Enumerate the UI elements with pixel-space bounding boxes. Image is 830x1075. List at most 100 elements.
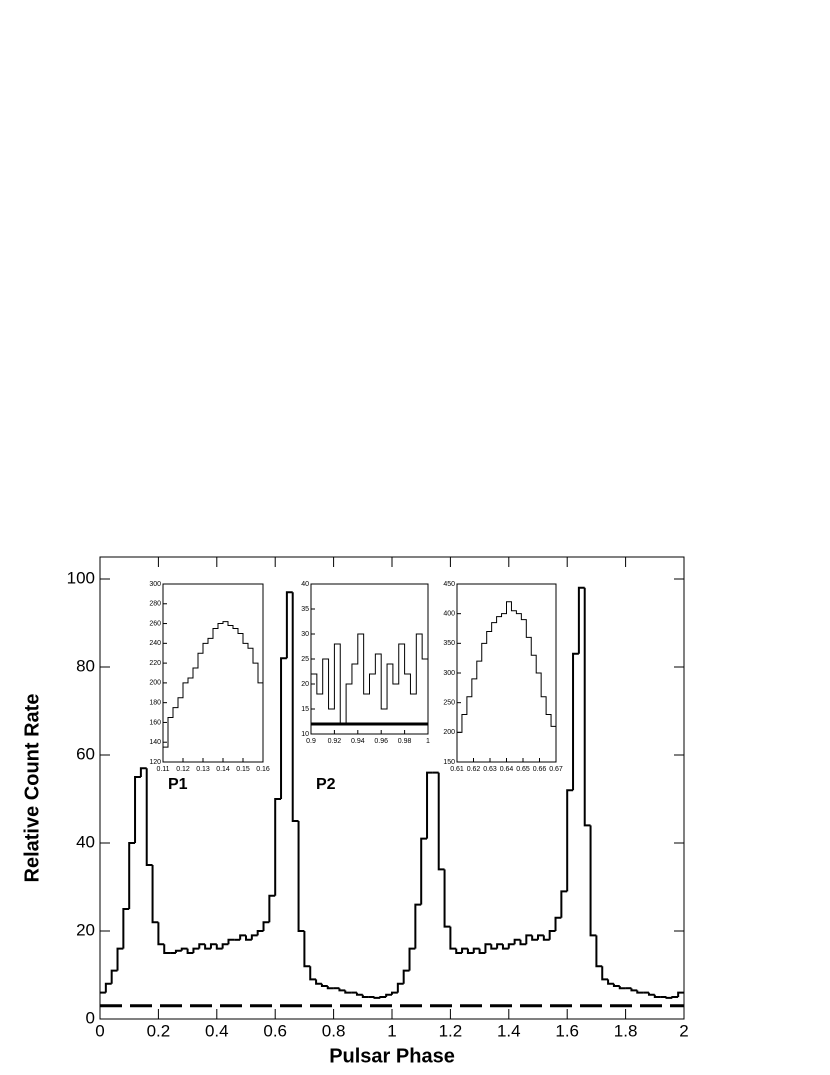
histogram-bin xyxy=(174,949,182,953)
histogram-bin xyxy=(472,947,480,953)
y-tick-label: 160 xyxy=(149,719,161,726)
histogram-bin xyxy=(636,990,644,994)
histogram-bin xyxy=(577,586,585,654)
histogram-bin xyxy=(531,935,538,941)
histogram-bin xyxy=(496,943,503,949)
x-tick-label: 0.64 xyxy=(500,766,514,773)
x-tick-label: 0.92 xyxy=(328,738,342,745)
histogram-bin xyxy=(186,948,194,954)
histogram-bin xyxy=(151,865,159,924)
histogram-bin xyxy=(303,931,311,968)
histogram-bin xyxy=(139,767,147,777)
y-tick-label: 100 xyxy=(67,568,95,587)
y-tick-label: 140 xyxy=(149,739,161,746)
histogram-bin xyxy=(414,903,422,949)
histogram-bin xyxy=(245,935,252,941)
x-tick-label: 1.2 xyxy=(439,1021,463,1040)
histogram-bin xyxy=(618,986,626,990)
y-tick-label: 60 xyxy=(76,744,95,763)
histogram-bin xyxy=(542,935,550,941)
y-tick-label: 240 xyxy=(149,640,161,647)
histogram-bin xyxy=(379,996,387,998)
y-tick-label: 40 xyxy=(301,581,309,588)
histogram-bin xyxy=(385,993,392,997)
histogram-bin xyxy=(361,994,369,998)
histogram-bin xyxy=(320,983,328,987)
histogram-bin xyxy=(145,768,153,866)
histogram-bin xyxy=(326,986,334,990)
histogram-bin xyxy=(391,991,398,995)
histogram-bin xyxy=(280,657,287,799)
y-tick-label: 120 xyxy=(149,759,161,766)
histogram-bin xyxy=(268,894,276,923)
x-tick-label: 0.4 xyxy=(205,1021,229,1040)
histogram-bin xyxy=(338,988,346,992)
y-tick-label: 350 xyxy=(443,640,455,647)
histogram-bin xyxy=(408,947,416,971)
histogram-bin xyxy=(110,969,118,984)
y-tick-label: 260 xyxy=(149,620,161,627)
histogram-bin xyxy=(653,994,661,998)
histogram-bin xyxy=(250,934,258,940)
y-tick-label: 300 xyxy=(443,670,455,677)
histogram-bin xyxy=(420,837,428,905)
histogram-bin xyxy=(449,926,457,950)
y-tick-label: 280 xyxy=(149,601,161,608)
x-tick-label: 0.62 xyxy=(467,766,481,773)
histogram-bin xyxy=(157,922,165,946)
histogram-bin xyxy=(554,916,562,931)
x-tick-label: 0.8 xyxy=(322,1021,346,1040)
histogram-bin xyxy=(163,944,171,954)
y-tick-label: 250 xyxy=(443,700,455,707)
y-tick-label: 450 xyxy=(443,581,455,588)
histogram-bin xyxy=(122,908,130,949)
y-tick-label: 180 xyxy=(149,700,161,707)
histogram-bin xyxy=(501,944,509,950)
data-line xyxy=(311,609,429,725)
histogram-bin xyxy=(116,947,124,971)
x-axis-title: Pulsar Phase xyxy=(329,1045,455,1067)
histogram-bin xyxy=(484,943,492,953)
histogram-bin xyxy=(315,979,322,985)
histogram-bin xyxy=(583,587,591,827)
x-tick-label: 0.13 xyxy=(196,766,210,773)
histogram-bin xyxy=(256,930,264,936)
histogram-bin xyxy=(601,966,609,981)
histogram-bin xyxy=(297,821,305,932)
annotation: P1 xyxy=(168,776,188,793)
histogram-bin xyxy=(285,591,293,659)
histogram-bin xyxy=(548,930,556,940)
histogram-bin xyxy=(519,939,527,946)
y-tick-label: 15 xyxy=(301,706,309,713)
histogram-bin xyxy=(665,996,673,999)
y-tick-label: 220 xyxy=(149,660,161,667)
histogram-bin xyxy=(461,947,468,953)
histogram-bin xyxy=(198,943,206,949)
histogram-bin xyxy=(227,938,235,945)
x-tick-label: 2 xyxy=(679,1021,688,1040)
y-tick-label: 80 xyxy=(76,656,95,675)
histogram-bin xyxy=(209,943,217,949)
data-line xyxy=(163,621,264,748)
x-tick-label: 0.65 xyxy=(516,766,530,773)
x-tick-label: 1.4 xyxy=(497,1021,521,1040)
x-tick-label: 1.6 xyxy=(555,1021,579,1040)
histogram-bin xyxy=(274,798,282,896)
histogram-bin xyxy=(513,938,521,945)
x-tick-label: 0.16 xyxy=(256,766,270,773)
histogram-bin xyxy=(396,982,404,993)
x-tick-label: 0.6 xyxy=(263,1021,287,1040)
x-tick-label: 0.12 xyxy=(176,766,190,773)
histogram-bin xyxy=(373,996,381,999)
histogram-bin xyxy=(630,988,638,992)
histogram-bin xyxy=(215,944,223,950)
y-tick-label: 20 xyxy=(301,681,309,688)
x-tick-label: 0.98 xyxy=(398,738,412,745)
data-line xyxy=(457,601,557,739)
histogram-bin xyxy=(104,982,112,993)
histogram-bin xyxy=(607,979,614,985)
y-tick-label: 300 xyxy=(149,581,161,588)
histogram-bin xyxy=(291,592,299,822)
